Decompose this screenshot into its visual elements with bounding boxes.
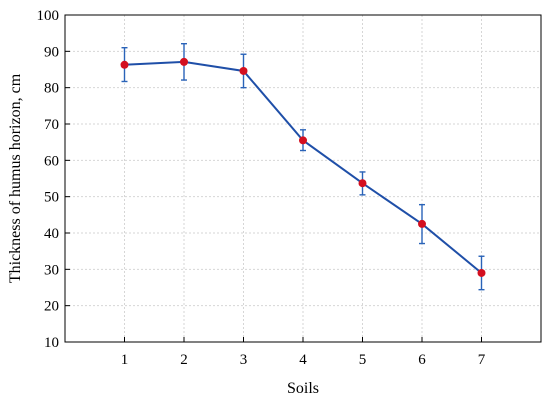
y-tick-label: 20 — [44, 299, 59, 315]
y-axis-title: Thickness of humus horizon, cm — [7, 73, 24, 283]
data-point — [299, 136, 307, 145]
data-point — [239, 66, 248, 75]
x-tick-label: 1 — [121, 352, 129, 368]
data-point — [120, 60, 129, 69]
x-axis-title: Soils — [287, 380, 319, 397]
data-point — [477, 268, 486, 277]
y-tick-label: 100 — [37, 8, 60, 24]
x-tick-label: 4 — [299, 352, 307, 368]
x-tick-label: 5 — [359, 352, 367, 368]
data-point — [358, 179, 367, 188]
y-tick-label: 80 — [44, 81, 59, 97]
x-tick-label: 3 — [240, 352, 248, 368]
y-tick-label: 50 — [44, 190, 59, 206]
x-tick-label: 7 — [478, 352, 486, 368]
x-tick-label: 2 — [180, 352, 188, 368]
y-tick-label: 60 — [44, 153, 59, 169]
y-tick-label: 40 — [44, 226, 59, 242]
series-layer — [120, 43, 486, 291]
data-point — [180, 57, 188, 66]
x-tick-label: 6 — [418, 352, 426, 368]
y-tick-label: 90 — [44, 44, 59, 60]
data-point — [418, 219, 426, 228]
y-tick-label: 10 — [44, 335, 59, 351]
y-tick-label: 30 — [44, 262, 59, 278]
y-tick-label: 70 — [44, 117, 59, 133]
tick-layer: 10 20 30 40 50 60 70 80 90 100 1 2 3 4 5 6 7 — [37, 8, 486, 368]
grid-layer — [65, 15, 541, 342]
